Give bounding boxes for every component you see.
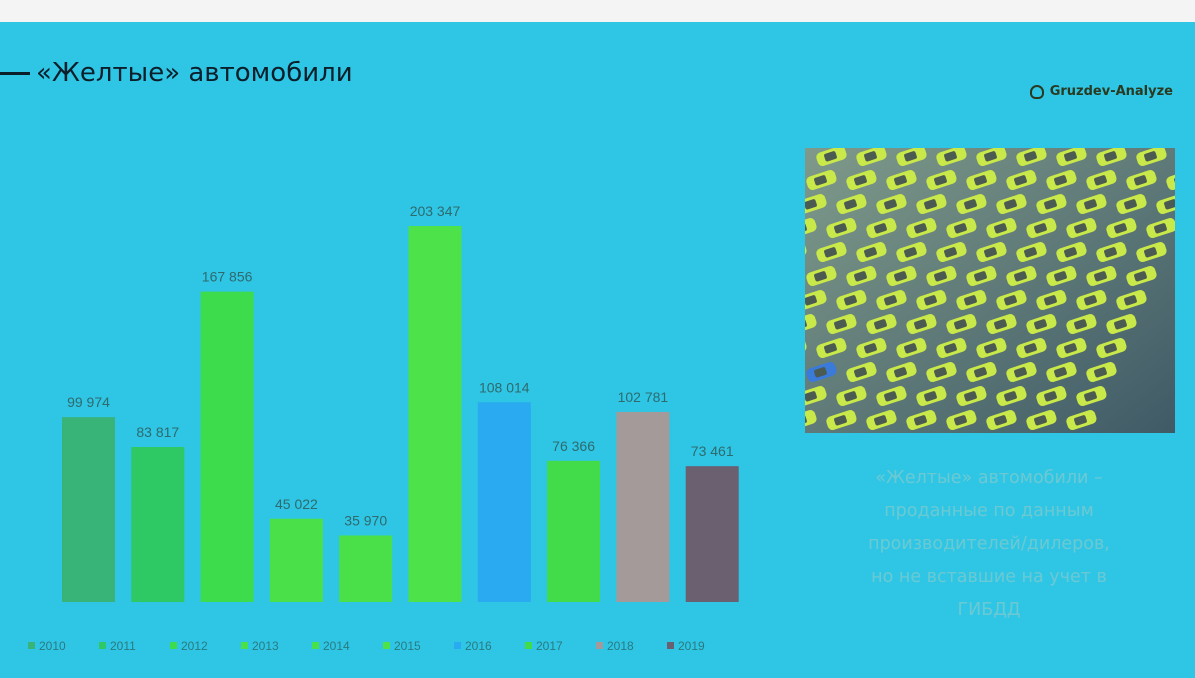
bar-2016 xyxy=(477,402,531,602)
legend-label-2017: 2017 xyxy=(536,639,563,653)
data-label-2012: 167 856 xyxy=(202,269,253,285)
caption-line: «Желтые» автомобили – xyxy=(875,468,1103,488)
caption-line: но не вставшие на учет в xyxy=(871,567,1107,587)
slide-title: «Желтые» автомобили xyxy=(0,58,353,88)
legend-swatch-2017 xyxy=(525,642,532,649)
brand-logo: Gruzdev-Analyze xyxy=(1029,84,1173,99)
legend-label-2014: 2014 xyxy=(323,639,350,653)
legend-label-2013: 2013 xyxy=(252,639,279,653)
parking-lot-photo-image xyxy=(805,148,1175,433)
legend-swatch-2018 xyxy=(596,642,603,649)
legend-swatch-2014 xyxy=(312,642,319,649)
data-label-2018: 102 781 xyxy=(618,389,669,405)
data-label-2015: 203 347 xyxy=(410,203,461,219)
caption-line: производителей/дилеров, xyxy=(868,534,1110,554)
bar-2015 xyxy=(408,226,462,602)
legend-swatch-2013 xyxy=(241,642,248,649)
bar-2014 xyxy=(339,535,393,602)
slide: «Желтые» автомобили Gruzdev-Analyze «Жел… xyxy=(0,22,1195,678)
brand-name: Gruzdev-Analyze xyxy=(1049,84,1173,99)
legend-label-2019: 2019 xyxy=(678,639,705,653)
caption: «Желтые» автомобили – проданные по данны… xyxy=(808,462,1170,627)
parking-lot-photo xyxy=(805,148,1175,433)
bar-2019 xyxy=(685,466,739,602)
data-label-2014: 35 970 xyxy=(344,512,387,528)
legend-label-2018: 2018 xyxy=(607,639,634,653)
data-label-2013: 45 022 xyxy=(275,496,318,512)
slide-title-text: «Желтые» автомобили xyxy=(36,58,353,88)
legend-label-2010: 2010 xyxy=(39,639,66,653)
bar-2013 xyxy=(269,518,323,602)
legend-swatch-2012 xyxy=(170,642,177,649)
data-label-2019: 73 461 xyxy=(691,443,734,459)
legend-label-2016: 2016 xyxy=(465,639,492,653)
legend-swatch-2010 xyxy=(28,642,35,649)
bar-2018 xyxy=(616,411,670,602)
data-label-2011: 83 817 xyxy=(136,424,179,440)
legend-swatch-2016 xyxy=(454,642,461,649)
bar-2012 xyxy=(200,291,254,602)
bar-2011 xyxy=(131,447,185,602)
legend-swatch-2011 xyxy=(99,642,106,649)
bar-chart: 99 974 83 817 167 856 45 022 35 970 203 347 10… xyxy=(28,203,739,653)
legend-swatch-2019 xyxy=(667,642,674,649)
data-label-2017: 76 366 xyxy=(552,438,595,454)
legend-label-2015: 2015 xyxy=(394,639,421,653)
lightbulb-icon xyxy=(1029,84,1044,99)
data-label-2010: 99 974 xyxy=(67,394,110,410)
bar-2010 xyxy=(62,417,115,602)
legend-swatch-2015 xyxy=(383,642,390,649)
bar-2017 xyxy=(547,460,601,602)
title-dash xyxy=(0,72,30,75)
legend-label-2011: 2011 xyxy=(110,639,136,653)
caption-line: проданные по данным xyxy=(884,501,1094,521)
caption-line: ГИБДД xyxy=(957,600,1021,620)
legend-label-2012: 2012 xyxy=(181,639,208,653)
data-label-2016: 108 014 xyxy=(479,379,530,395)
